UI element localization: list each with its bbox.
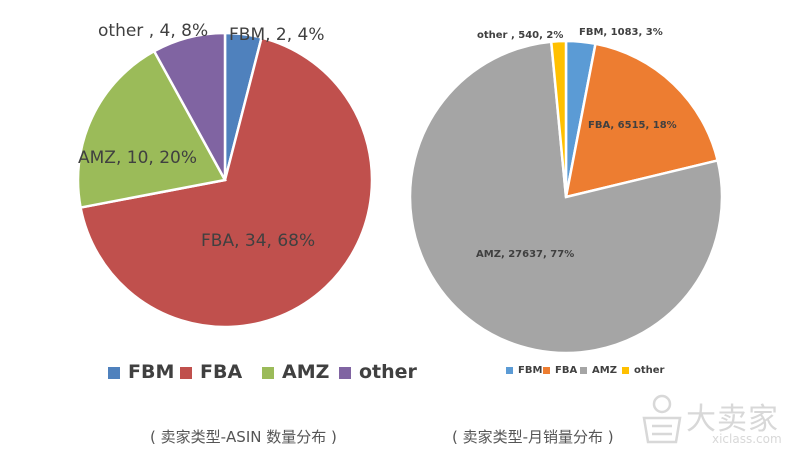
- brand-icon: [642, 394, 682, 444]
- legend-swatch-fba: [543, 367, 550, 374]
- data-label-amz: AMZ, 27637, 77%: [476, 249, 574, 260]
- caption-asin-distribution: ( 卖家类型-ASIN 数量分布 ): [150, 428, 337, 446]
- data-label-fbm: FBM, 1083, 3%: [579, 27, 663, 38]
- legend-label-fbm: FBM: [128, 361, 174, 383]
- legend-label-fba: FBA: [200, 361, 242, 383]
- legend-label-fba: FBA: [555, 365, 577, 376]
- pie-chart-asin-count: FBM, 2, 4% FBA, 34, 68% AMZ, 10, 20% other …: [76, 21, 418, 383]
- watermark-brand: 大卖家: [686, 402, 779, 437]
- legend-swatch-amz: [262, 367, 274, 379]
- legend-label-fbm: FBM: [518, 365, 542, 376]
- pie-slice-amz: [408, 40, 724, 355]
- legend-swatch-fba: [180, 367, 192, 379]
- data-label-fbm: FBM, 2, 4%: [229, 25, 325, 45]
- data-label-amz: AMZ, 10, 20%: [78, 148, 197, 168]
- pie-slice-fba: [79, 36, 374, 329]
- data-label-other: other , 540, 2%: [477, 30, 563, 41]
- watermark-logo: 大卖家 xiclass.com: [640, 392, 790, 452]
- data-label-other: other , 4, 8%: [98, 21, 208, 41]
- pie-slice-amz: [76, 49, 227, 210]
- legend-label-other: other: [359, 361, 418, 383]
- legend-swatch-other: [339, 367, 351, 379]
- legend-label-other: other: [634, 365, 665, 376]
- legend-swatch-other: [622, 367, 629, 374]
- watermark-site: xiclass.com: [712, 432, 782, 446]
- pie-slice-other: [152, 31, 227, 181]
- legend-swatch-fbm: [506, 367, 513, 374]
- legend-swatch-fbm: [108, 367, 120, 379]
- pie-slice-other: [549, 39, 568, 198]
- pie-slice-fba: [564, 42, 720, 199]
- pie-chart-monthly-sales: FBM, 1083, 3% FBA, 6515, 18% AMZ, 27637, 7…: [408, 27, 724, 376]
- data-label-fba: FBA, 6515, 18%: [588, 120, 677, 131]
- legend-swatch-amz: [580, 367, 587, 374]
- data-label-fba: FBA, 34, 68%: [201, 231, 315, 251]
- legend-label-amz: AMZ: [592, 365, 617, 376]
- legend-label-amz: AMZ: [282, 361, 329, 383]
- caption-sales-distribution: ( 卖家类型-月销量分布 ): [452, 428, 614, 446]
